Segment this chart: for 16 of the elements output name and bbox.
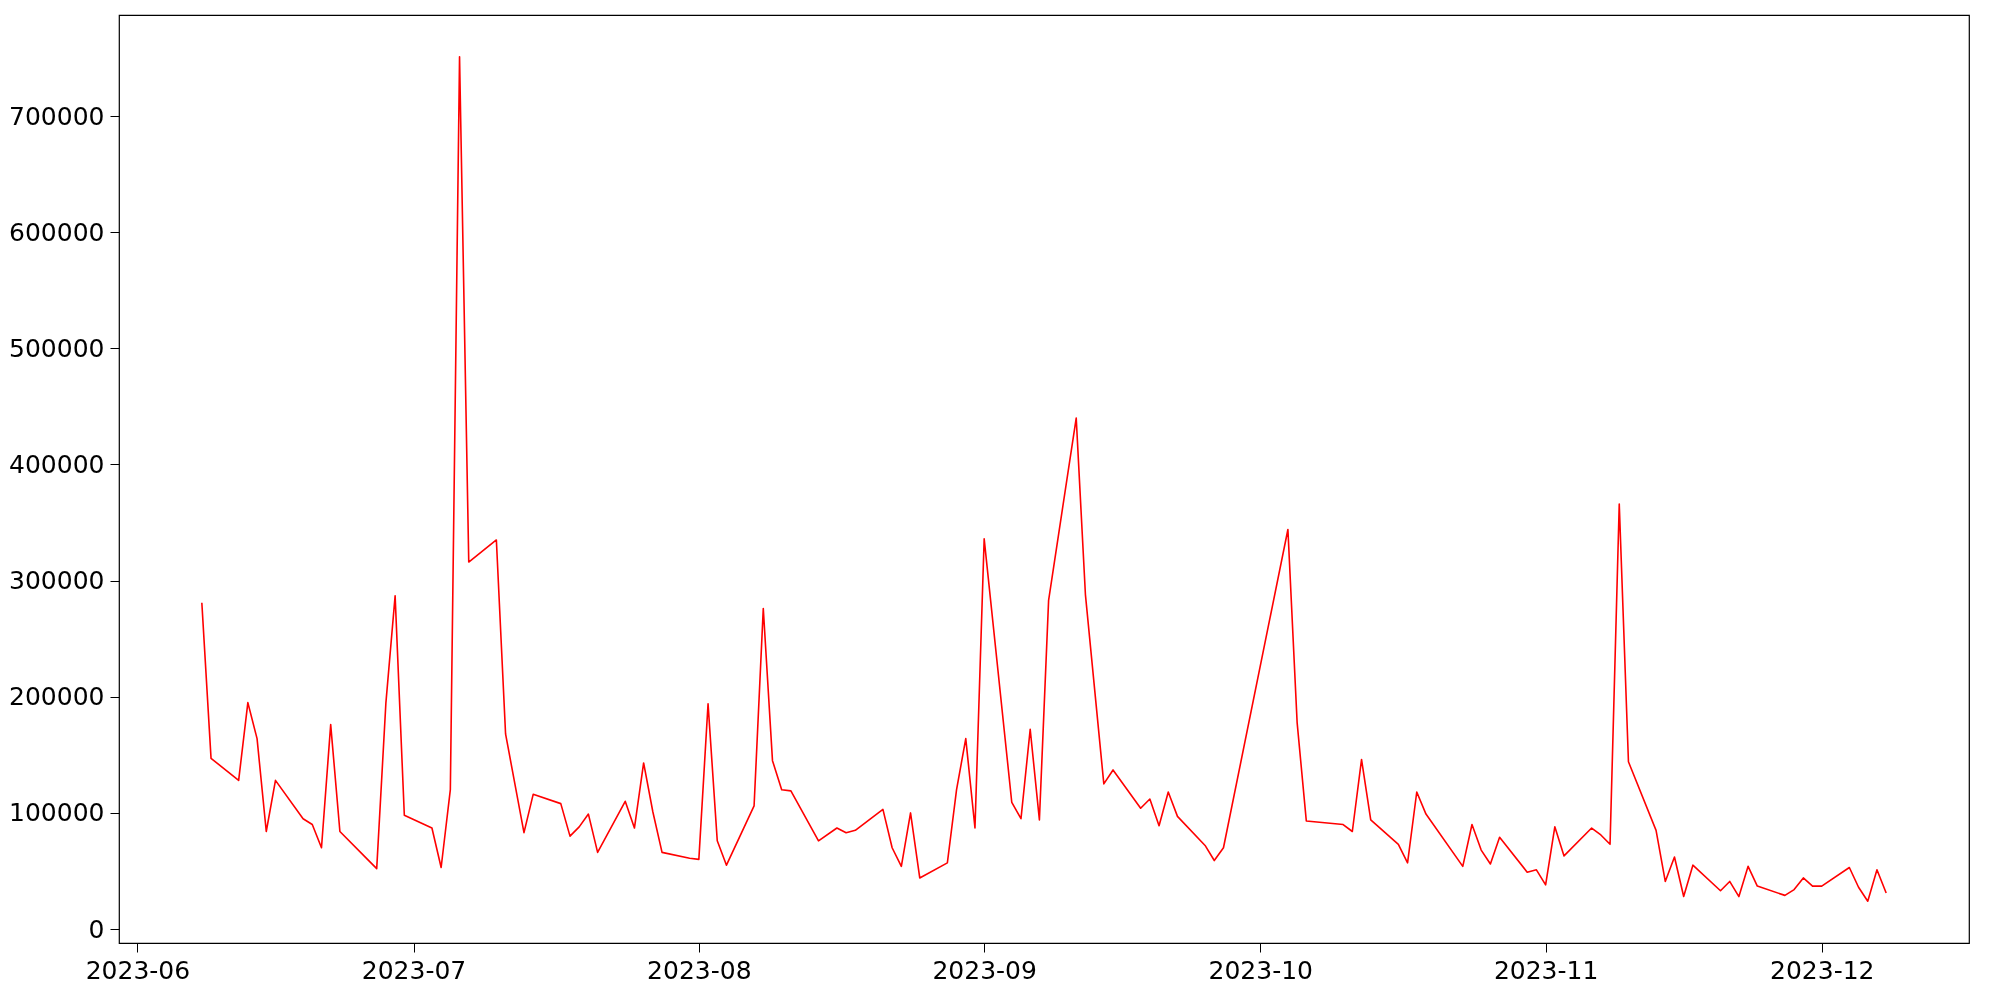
y-tick-label: 600000 xyxy=(9,217,105,247)
y-tick-label: 400000 xyxy=(9,449,105,479)
line-series xyxy=(201,56,1887,902)
y-tick-label: 200000 xyxy=(9,682,105,712)
x-tick-label: 2023-12 xyxy=(1770,955,1875,985)
x-tick-label: 2023-07 xyxy=(361,955,467,985)
x-tick-label: 2023-11 xyxy=(1493,955,1599,985)
y-tick-label: 300000 xyxy=(9,566,105,596)
x-tick-label: 2023-10 xyxy=(1208,955,1314,985)
y-tick-label: 700000 xyxy=(9,101,105,131)
x-tick-label: 2023-06 xyxy=(85,955,191,985)
x-tick-label: 2023-09 xyxy=(932,955,1037,985)
y-tick-label: 0 xyxy=(88,914,105,944)
y-tick-label: 100000 xyxy=(9,798,105,828)
x-tick-label: 2023-08 xyxy=(647,955,752,985)
y-tick-label: 500000 xyxy=(9,333,105,363)
